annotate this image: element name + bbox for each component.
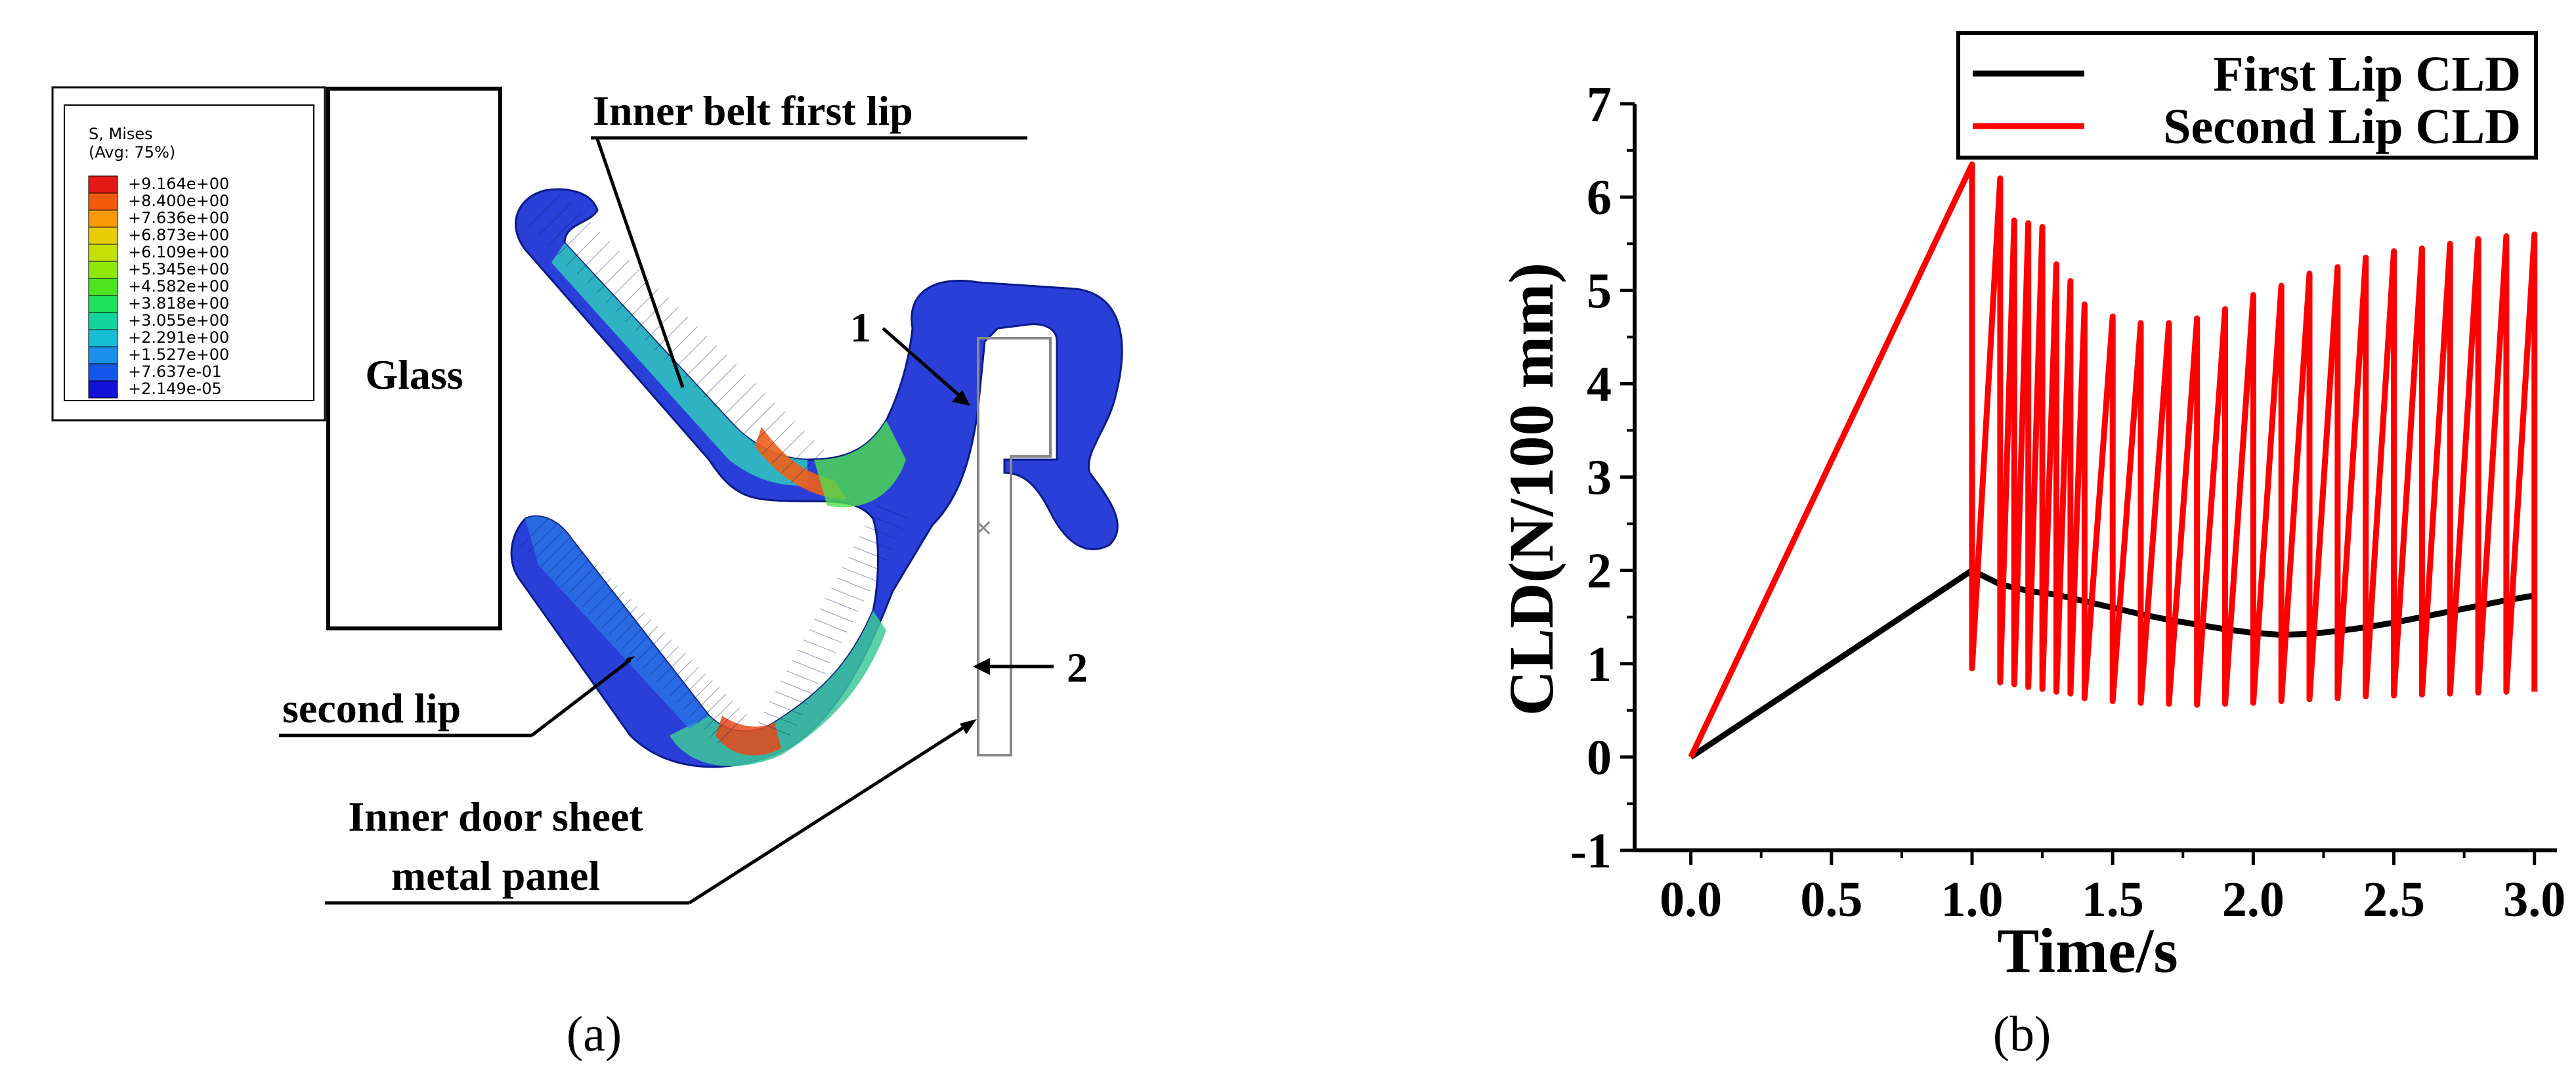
contour-legend-value: +8.400e+00 <box>128 192 229 210</box>
x-tick-label: 0.0 <box>1660 872 1722 927</box>
contour-legend-value: +9.164e+00 <box>128 175 229 193</box>
contour-legend-title: S, Mises <box>89 125 153 143</box>
contour-legend-value: +1.527e+00 <box>128 345 229 364</box>
contour-legend-swatch <box>88 244 118 262</box>
contour-legend-value: +4.582e+00 <box>128 277 229 295</box>
inner-belt-first-lip-leader <box>595 139 685 388</box>
contour-legend-value: +2.149e-05 <box>128 380 222 398</box>
contour-legend-swatch <box>88 295 118 313</box>
first-lip-stress-region <box>551 243 807 486</box>
contour-legend-swatch <box>88 175 118 194</box>
x-tick-label: 0.5 <box>1800 872 1862 927</box>
chart-legend-box <box>1956 31 2538 160</box>
panel-b-caption: (b) <box>1993 1007 2051 1062</box>
marker-1-arrowhead <box>952 390 970 406</box>
contour-legend-swatches: +9.164e+00+8.400e+00+7.636e+00+6.873e+00… <box>88 175 229 399</box>
glass-label: Glass <box>365 351 463 398</box>
y-tick-label: 2 <box>1587 544 1612 599</box>
reference-point-cross: × <box>974 514 993 541</box>
x-axis-label: Time/s <box>1997 915 2178 986</box>
y-axis-label: CLD(N/100 mm) <box>1496 263 1566 716</box>
contour-legend-swatch <box>88 192 118 211</box>
contour-legend: S, Mises (Avg: 75%) +9.164e+00+8.400e+00… <box>51 86 326 422</box>
x-tick-label: 1.5 <box>2082 872 2144 927</box>
contour-legend-value: +6.873e+00 <box>128 226 229 244</box>
contour-legend-subtitle: (Avg: 75%) <box>89 143 175 162</box>
contour-legend-swatch <box>88 227 118 245</box>
chart-series <box>1688 161 2538 760</box>
contour-legend-value: +7.636e+00 <box>128 209 229 227</box>
mesh-grid-lines <box>520 193 910 744</box>
contour-legend-value: +3.818e+00 <box>128 294 229 313</box>
y-tick-label: 6 <box>1587 170 1612 225</box>
second-lip-hotspot <box>716 716 781 756</box>
contour-legend-value: +6.109e+00 <box>128 243 229 261</box>
chart-axes: -1 0 1 2 3 4 5 6 7 0.0 0.5 1.0 1.5 2.0 2.5 3.0 <box>1570 77 2566 927</box>
second-lip-leader <box>530 659 632 737</box>
panel-a: S, Mises (Avg: 75%) +9.164e+00+8.400e+00… <box>51 86 1123 1062</box>
y-tick-label: 3 <box>1587 450 1612 506</box>
marker-1-arrow <box>882 327 966 402</box>
contour-legend-value: +7.637e-01 <box>128 362 222 381</box>
y-tick-label: 0 <box>1587 730 1612 785</box>
marker-1-label: 1 <box>850 304 871 351</box>
door-sheet-leader <box>688 720 973 905</box>
seal-mesh <box>510 188 1123 768</box>
marker-2-label: 2 <box>1067 644 1088 691</box>
second-lip-label: second lip <box>282 685 461 732</box>
door-sheet-label-line1: Inner door sheet <box>348 793 643 840</box>
door-sheet-arrowhead <box>960 719 977 734</box>
x-tick-label: 2.5 <box>2363 872 2425 927</box>
contour-legend-swatch <box>88 346 118 364</box>
legend-label-2: Second Lip CLD <box>2163 99 2521 154</box>
y-tick-label: 7 <box>1587 77 1612 132</box>
door-sheet-label-line2: metal panel <box>391 852 600 899</box>
contour-legend-swatch <box>88 329 118 347</box>
contour-legend-value: +3.055e+00 <box>128 311 229 330</box>
contour-legend-swatch <box>88 261 118 279</box>
y-tick-label: 1 <box>1587 637 1612 692</box>
y-tick-label: 5 <box>1587 263 1612 318</box>
contour-legend-swatch <box>88 312 118 330</box>
y-tick-label: -1 <box>1570 823 1612 879</box>
door-sheet-metal-outline <box>977 337 1052 756</box>
contour-legend-swatch <box>88 278 118 296</box>
contour-legend-value: +5.345e+00 <box>128 260 229 278</box>
second-lip-inner-region <box>525 516 709 729</box>
glass-panel <box>326 87 502 630</box>
contour-legend-value: +2.291e+00 <box>128 328 229 347</box>
panel-a-caption: (a) <box>567 1007 622 1062</box>
x-tick-label: 3.0 <box>2503 872 2565 927</box>
first-lip-green-region <box>814 420 906 508</box>
panel-b: -1 0 1 2 3 4 5 6 7 0.0 0.5 1.0 1.5 2.0 2.5 3.0 First Li… <box>1496 31 2566 1062</box>
legend-label-1: First Lip CLD <box>2213 47 2521 102</box>
second-lip-arrowhead <box>621 656 635 668</box>
contour-legend-swatch <box>88 209 118 228</box>
x-tick-label: 1.0 <box>1941 872 2004 927</box>
series-line-2 <box>1688 161 2538 758</box>
contour-legend-swatch <box>88 363 118 382</box>
y-tick-label: 4 <box>1587 357 1612 412</box>
contour-legend-swatch <box>88 380 118 399</box>
x-tick-label: 2.0 <box>2222 872 2285 927</box>
inner-belt-first-lip-label: Inner belt first lip <box>593 87 913 134</box>
marker-2-arrowhead <box>973 658 990 675</box>
